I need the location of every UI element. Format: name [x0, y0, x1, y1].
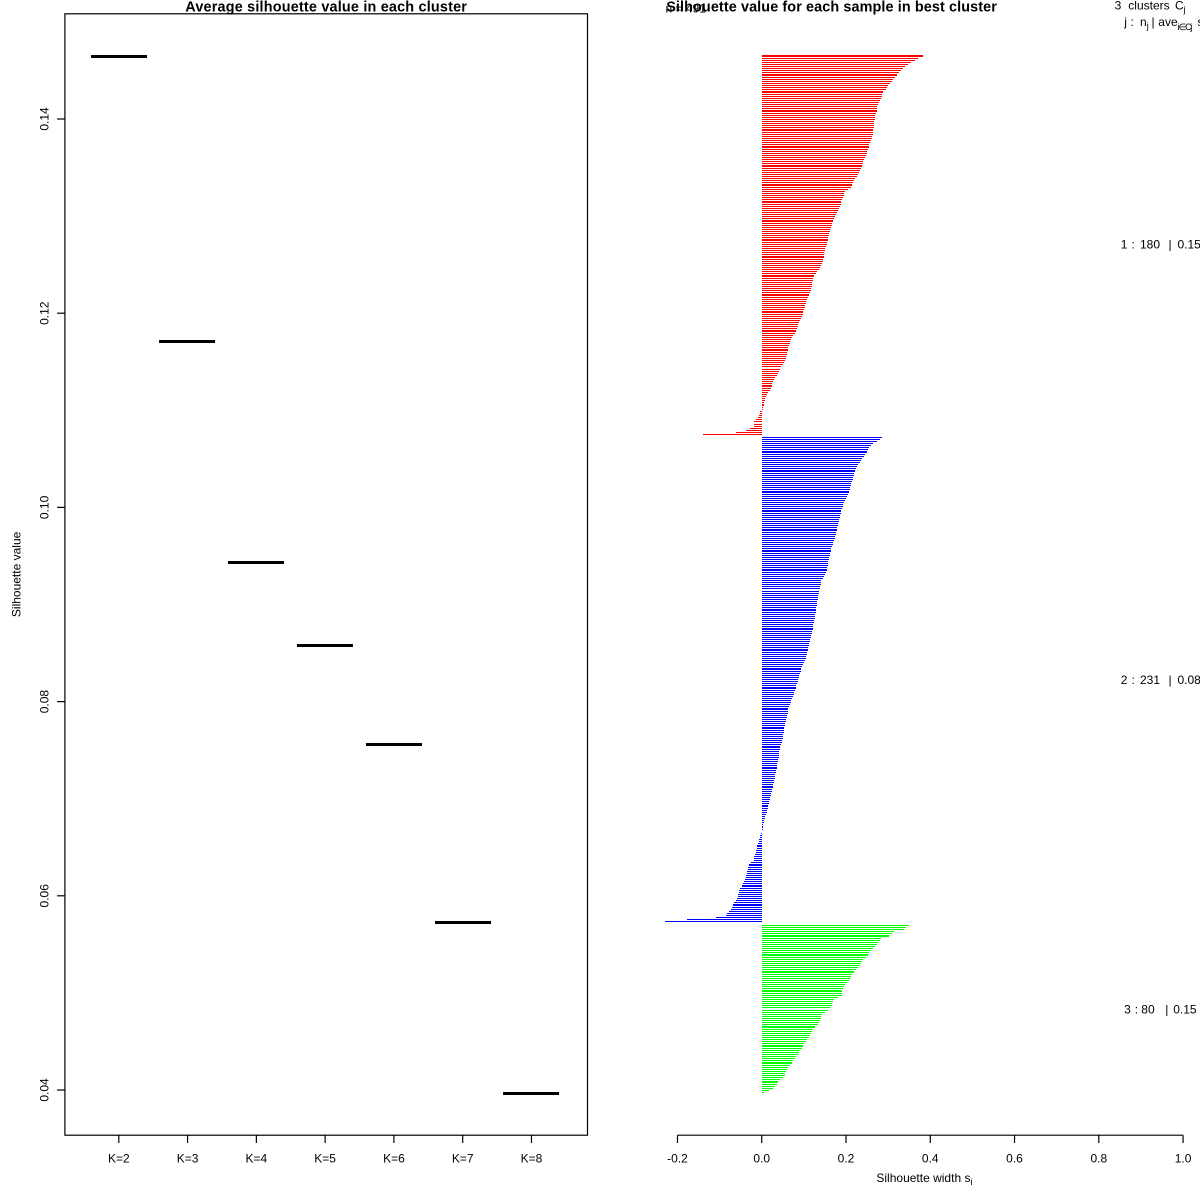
- svg-text:K=6: K=6: [383, 1152, 405, 1166]
- svg-text:|: |: [1165, 1002, 1168, 1016]
- svg-text:0.4: 0.4: [922, 1152, 939, 1166]
- svg-text:0.14: 0.14: [38, 107, 52, 131]
- svg-text:K=5: K=5: [314, 1152, 336, 1166]
- svg-text:K=8: K=8: [521, 1152, 543, 1166]
- svg-text:Silhouette value for each samp: Silhouette value for each sample in best…: [666, 0, 997, 16]
- svg-text:clusters: clusters: [1128, 0, 1169, 13]
- svg-text:-0.2: -0.2: [667, 1152, 688, 1166]
- svg-text:3: 3: [1124, 1002, 1131, 1016]
- svg-text:K=2: K=2: [108, 1152, 130, 1166]
- svg-text:0.0: 0.0: [753, 1152, 770, 1166]
- svg-text:nj: nj: [1140, 15, 1149, 31]
- svg-text:|: |: [1169, 673, 1172, 687]
- svg-text:j: j: [1123, 15, 1127, 29]
- svg-text:|: |: [1169, 238, 1172, 252]
- svg-text::: :: [1132, 673, 1135, 687]
- svg-text:80: 80: [1141, 1002, 1155, 1016]
- svg-text:0.8: 0.8: [1090, 1152, 1107, 1166]
- svg-text:0.08: 0.08: [1178, 673, 1200, 687]
- svg-text:0.12: 0.12: [38, 301, 52, 325]
- svg-text:0.08: 0.08: [38, 690, 52, 714]
- svg-text:si: si: [1198, 15, 1200, 31]
- svg-text::: :: [1132, 238, 1135, 252]
- svg-text:1: 1: [1121, 238, 1128, 252]
- svg-text:231: 231: [1140, 673, 1160, 687]
- svg-text:0.10: 0.10: [38, 495, 52, 519]
- svg-text:0.15: 0.15: [1173, 1002, 1197, 1016]
- svg-text:Cj: Cj: [1175, 0, 1186, 15]
- svg-text:Silhouette width si: Silhouette width si: [876, 1171, 972, 1187]
- svg-text:0.15: 0.15: [1178, 238, 1200, 252]
- svg-text:0.06: 0.06: [38, 884, 52, 908]
- svg-text:0.2: 0.2: [838, 1152, 855, 1166]
- svg-text:0.6: 0.6: [1006, 1152, 1023, 1166]
- svg-text:3: 3: [1115, 0, 1122, 13]
- svg-text:K=7: K=7: [452, 1152, 474, 1166]
- svg-text:n = 491: n = 491: [666, 2, 707, 16]
- svg-text:2: 2: [1121, 673, 1128, 687]
- svg-text:K=4: K=4: [246, 1152, 268, 1166]
- svg-text:1.0: 1.0: [1175, 1152, 1192, 1166]
- svg-text:Silhouette value: Silhouette value: [10, 531, 24, 617]
- svg-text:0.04: 0.04: [38, 1078, 52, 1102]
- svg-text:Average silhouette value in ea: Average silhouette value in each cluster: [185, 0, 467, 16]
- svg-text:|: |: [1152, 15, 1155, 29]
- svg-text::: :: [1131, 15, 1134, 29]
- svg-text:180: 180: [1140, 238, 1160, 252]
- svg-text:K=3: K=3: [177, 1152, 199, 1166]
- svg-text::: :: [1135, 1002, 1138, 1016]
